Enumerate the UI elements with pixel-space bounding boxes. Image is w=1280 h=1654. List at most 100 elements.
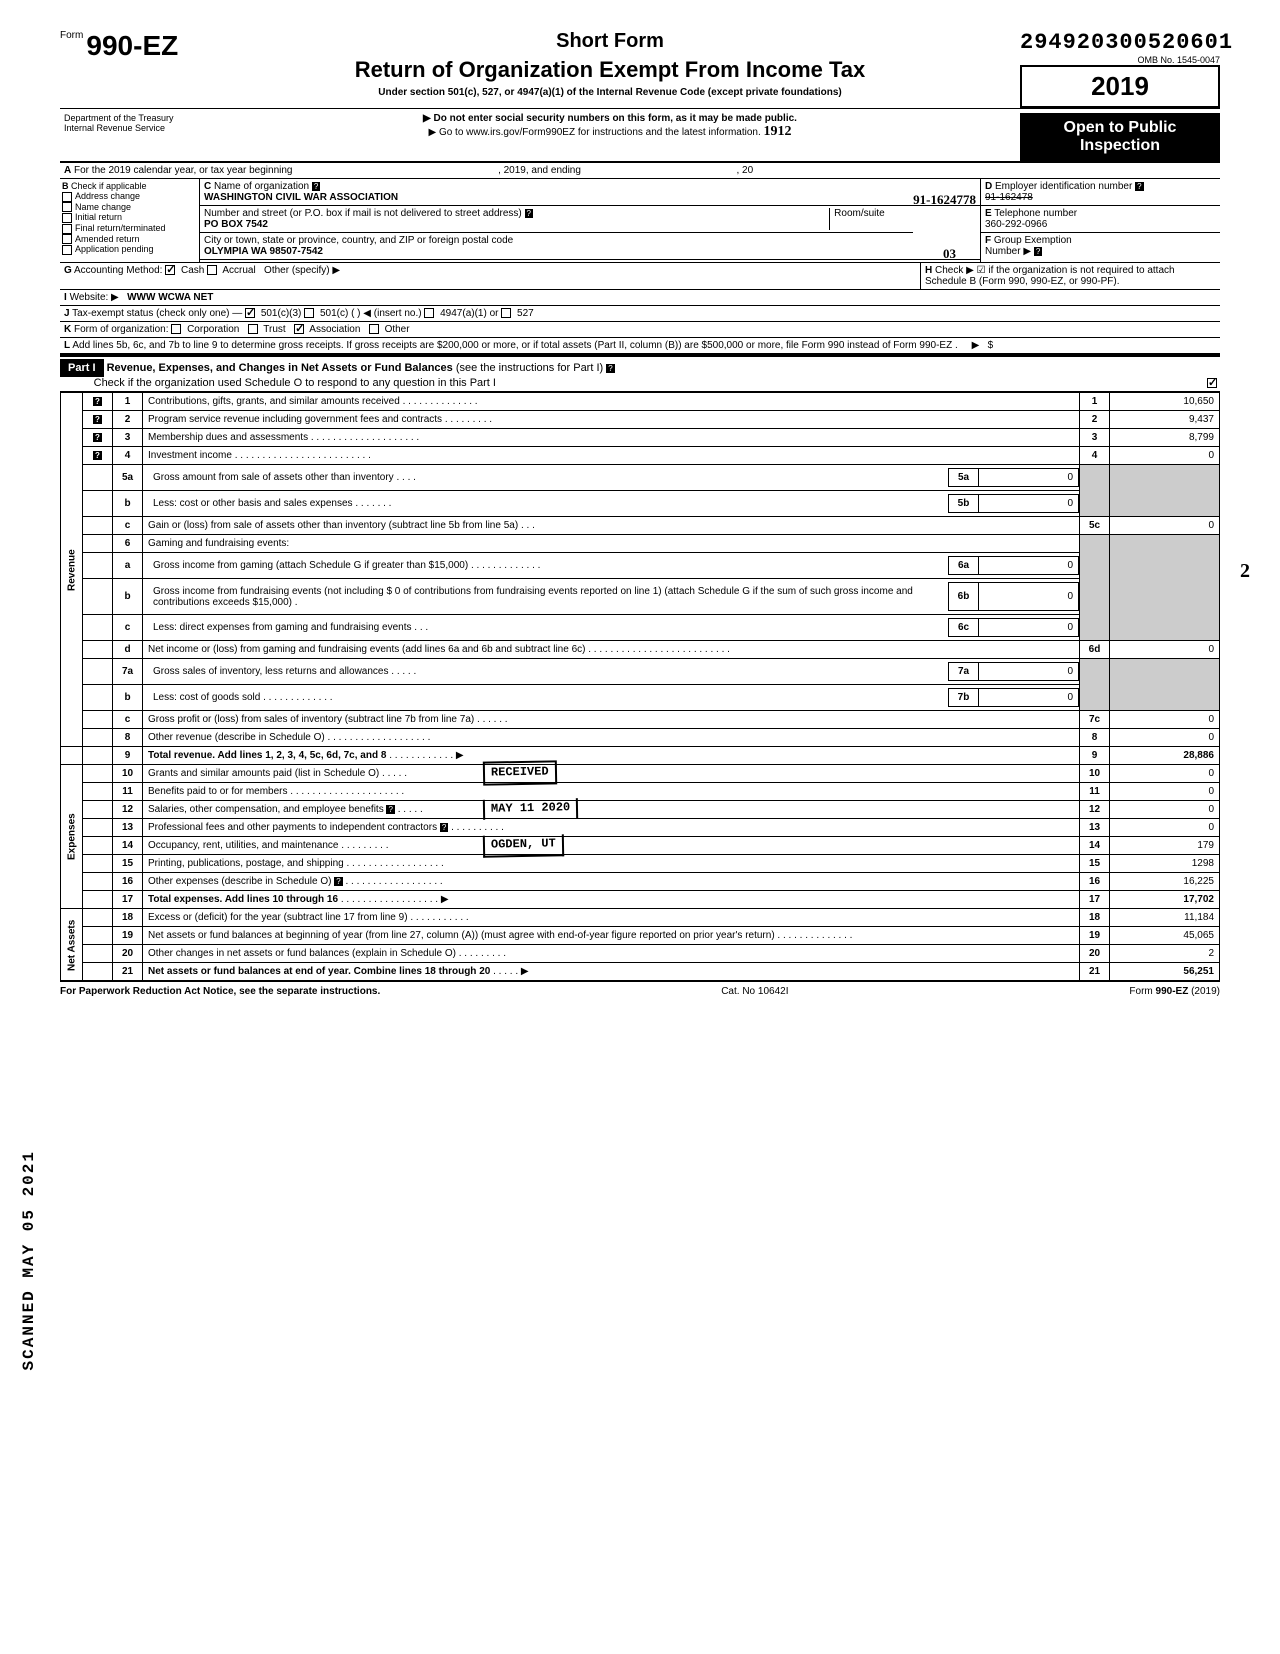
line6a-desc: Gross income from gaming (attach Schedul… bbox=[153, 560, 468, 571]
line3-v: 8,799 bbox=[1110, 429, 1220, 447]
received-l1: RECEIVED bbox=[491, 764, 549, 779]
part1-header: Part I Revenue, Expenses, and Changes in… bbox=[60, 355, 1220, 392]
line20-v: 2 bbox=[1110, 945, 1220, 963]
chk-initial[interactable] bbox=[62, 213, 72, 223]
line21-n: 21 bbox=[1080, 963, 1110, 981]
F-number: Number ▶ bbox=[985, 246, 1031, 257]
line1-n: 1 bbox=[1080, 393, 1110, 411]
ein-handwritten: 91-1624778 bbox=[913, 192, 976, 208]
line9-n: 9 bbox=[1080, 747, 1110, 765]
line5a-desc: Gross amount from sale of assets other t… bbox=[153, 472, 394, 483]
website-value: WWW WCWA NET bbox=[127, 292, 213, 303]
line6a-n: 6a bbox=[949, 557, 979, 575]
line5a-n: 5a bbox=[949, 469, 979, 487]
line4-n: 4 bbox=[1080, 447, 1110, 465]
line7c-desc: Gross profit or (loss) from sales of inv… bbox=[148, 714, 474, 725]
line6d-desc: Net income or (loss) from gaming and fun… bbox=[148, 644, 585, 655]
received-l3: OGDEN, UT bbox=[491, 836, 556, 851]
tax-year: 2019 bbox=[1091, 71, 1149, 101]
chk-schedO[interactable] bbox=[1207, 378, 1217, 388]
footer-left: For Paperwork Reduction Act Notice, see … bbox=[60, 986, 380, 997]
org-name: WASHINGTON CIVIL WAR ASSOCIATION bbox=[204, 192, 398, 203]
dept-label: Department of the Treasury Internal Reve… bbox=[60, 109, 200, 161]
chk-501c3[interactable] bbox=[245, 308, 255, 318]
chk-pending[interactable] bbox=[62, 245, 72, 255]
line8-desc: Other revenue (describe in Schedule O) bbox=[148, 732, 325, 743]
K-trust: Trust bbox=[263, 324, 285, 335]
line13-v: 0 bbox=[1110, 819, 1220, 837]
G-cash: Cash bbox=[181, 265, 204, 276]
line6a-v: 0 bbox=[979, 557, 1079, 575]
line12-desc: Salaries, other compensation, and employ… bbox=[148, 804, 384, 815]
line18-n: 18 bbox=[1080, 909, 1110, 927]
line14-n: 14 bbox=[1080, 837, 1110, 855]
footer-right-prefix: Form bbox=[1129, 986, 1155, 997]
J-label: Tax-exempt status (check only one) — bbox=[72, 308, 242, 319]
line19-v: 45,065 bbox=[1110, 927, 1220, 945]
footer-mid: Cat. No 10642I bbox=[721, 986, 788, 997]
form-prefix: Form bbox=[60, 30, 83, 41]
chk-address[interactable] bbox=[62, 192, 72, 202]
chk-assoc[interactable] bbox=[294, 324, 304, 334]
col-C: C Name of organization ? WASHINGTON CIVI… bbox=[200, 179, 980, 262]
line8-n: 8 bbox=[1080, 729, 1110, 747]
chk-527[interactable] bbox=[501, 308, 511, 318]
line4-v: 0 bbox=[1110, 447, 1220, 465]
K-label: Form of organization: bbox=[74, 324, 169, 335]
line7b-n: 7b bbox=[949, 689, 979, 707]
chk-amended[interactable] bbox=[62, 234, 72, 244]
hw-margin-2: 2 bbox=[1240, 560, 1250, 583]
chk-other[interactable] bbox=[369, 324, 379, 334]
street-label: Number and street (or P.O. box if mail i… bbox=[204, 208, 522, 219]
line20-desc: Other changes in net assets or fund bala… bbox=[148, 948, 456, 959]
chk-501c[interactable] bbox=[304, 308, 314, 318]
chk-final[interactable] bbox=[62, 224, 72, 234]
header-row-2: Department of the Treasury Internal Reve… bbox=[60, 108, 1220, 163]
line18-desc: Excess or (deficit) for the year (subtra… bbox=[148, 912, 408, 923]
G-label: Accounting Method: bbox=[74, 265, 162, 276]
line21-desc: Net assets or fund balances at end of ye… bbox=[148, 966, 490, 977]
line11-v: 0 bbox=[1110, 783, 1220, 801]
chk-name[interactable] bbox=[62, 202, 72, 212]
side-netassets: Net Assets bbox=[61, 909, 83, 981]
chk-trust[interactable] bbox=[248, 324, 258, 334]
line14-desc: Occupancy, rent, utilities, and maintena… bbox=[148, 840, 338, 851]
line7c-n: 7c bbox=[1080, 711, 1110, 729]
part1-heading: Revenue, Expenses, and Changes in Net As… bbox=[107, 362, 453, 374]
goto-instructions: Go to www.irs.gov/Form990EZ for instruct… bbox=[204, 124, 1016, 140]
col-B: B Check if applicable Address change Nam… bbox=[60, 179, 200, 262]
line13-n: 13 bbox=[1080, 819, 1110, 837]
chk-cash[interactable] bbox=[165, 265, 175, 275]
line4-desc: Investment income bbox=[148, 450, 232, 461]
line3-desc: Membership dues and assessments bbox=[148, 432, 308, 443]
ein-typed: 91-162478 bbox=[985, 192, 1033, 203]
line5b-n: 5b bbox=[949, 495, 979, 513]
phone-value: 360-292-0966 bbox=[985, 219, 1047, 230]
footer-right-form: 990-EZ bbox=[1156, 986, 1189, 997]
chk-4947[interactable] bbox=[424, 308, 434, 318]
omb-number: OMB No. 1545-0047 bbox=[1020, 55, 1220, 65]
row-A-mid: , 2019, and ending bbox=[498, 165, 581, 176]
part1-check: Check if the organization used Schedule … bbox=[94, 377, 496, 389]
line15-v: 1298 bbox=[1110, 855, 1220, 873]
G-other: Other (specify) ▶ bbox=[264, 265, 340, 276]
received-l2: MAY 11 2020 bbox=[491, 800, 570, 815]
line19-desc: Net assets or fund balances at beginning… bbox=[148, 930, 775, 941]
chk-accrual[interactable] bbox=[207, 265, 217, 275]
line6c-v: 0 bbox=[979, 619, 1079, 637]
header-top: Form 990-EZ Short Form Return of Organiz… bbox=[60, 30, 1220, 108]
hw-1912: 1912 bbox=[764, 124, 792, 139]
part1-see: (see the instructions for Part I) bbox=[456, 362, 603, 374]
line5a-v: 0 bbox=[979, 469, 1079, 487]
line8-v: 0 bbox=[1110, 729, 1220, 747]
line17-n: 17 bbox=[1080, 891, 1110, 909]
chk-corp[interactable] bbox=[171, 324, 181, 334]
line1-desc: Contributions, gifts, grants, and simila… bbox=[148, 396, 400, 407]
side-expenses: Expenses bbox=[61, 765, 83, 909]
B-address: Address change bbox=[75, 191, 140, 201]
line2-n: 2 bbox=[1080, 411, 1110, 429]
line6c-desc: Less: direct expenses from gaming and fu… bbox=[153, 622, 411, 633]
goto-text: Go to www.irs.gov/Form990EZ for instruct… bbox=[439, 127, 761, 138]
line5c-n: 5c bbox=[1080, 517, 1110, 535]
line14-v: 179 bbox=[1110, 837, 1220, 855]
